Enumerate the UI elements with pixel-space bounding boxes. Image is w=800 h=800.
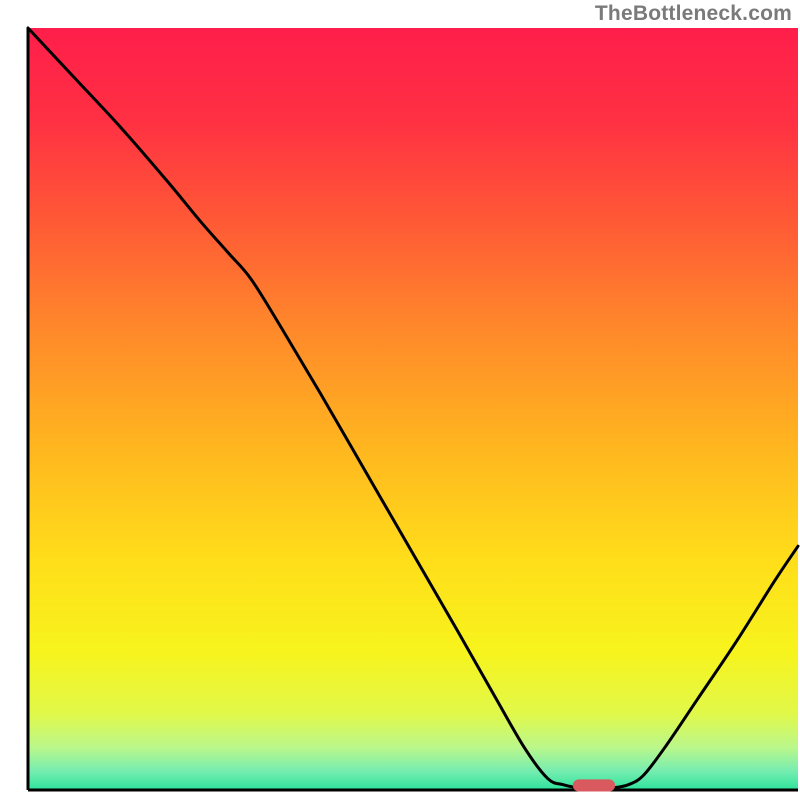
optimal-range-marker	[573, 779, 615, 791]
chart-container: TheBottleneck.com	[0, 0, 800, 800]
site-watermark: TheBottleneck.com	[595, 2, 792, 26]
gradient-plot-area	[28, 28, 798, 790]
bottleneck-chart	[0, 0, 800, 800]
